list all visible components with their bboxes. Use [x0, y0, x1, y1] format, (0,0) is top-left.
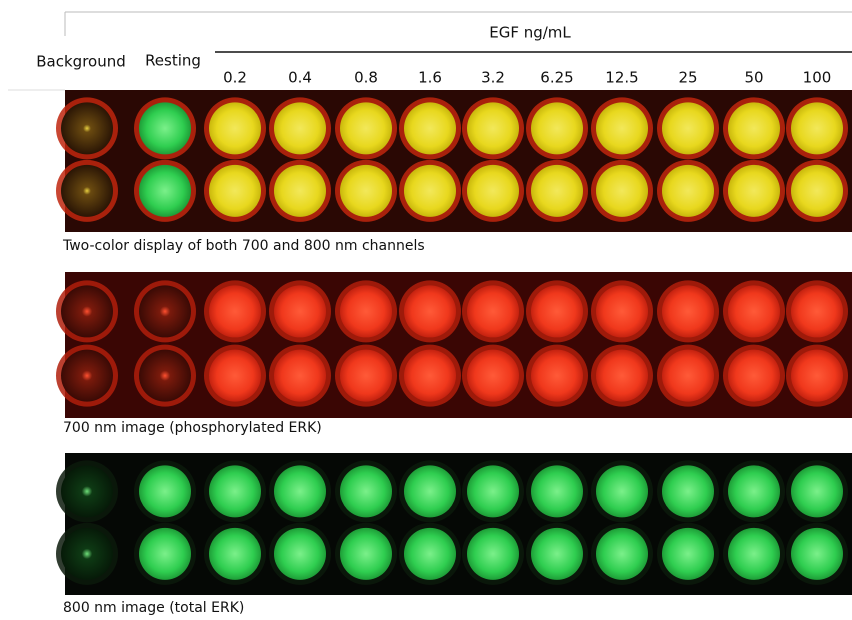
well	[61, 465, 113, 517]
well	[404, 285, 456, 337]
well	[531, 350, 583, 402]
well	[274, 350, 326, 402]
egf-label: EGF ng/mL	[489, 24, 571, 42]
well	[209, 528, 261, 580]
well	[531, 102, 583, 154]
panel-caption: 700 nm image (phosphorylated ERK)	[63, 420, 322, 436]
well	[531, 285, 583, 337]
well	[728, 165, 780, 217]
well	[791, 528, 843, 580]
well	[340, 102, 392, 154]
well	[467, 165, 519, 217]
well	[596, 528, 648, 580]
well	[209, 285, 261, 337]
well	[662, 465, 714, 517]
well	[728, 102, 780, 154]
well	[61, 165, 113, 217]
well	[467, 285, 519, 337]
well	[791, 350, 843, 402]
well	[404, 350, 456, 402]
well	[662, 528, 714, 580]
well	[467, 102, 519, 154]
well	[728, 528, 780, 580]
well	[139, 350, 191, 402]
well	[596, 465, 648, 517]
figure: Background Resting EGF ng/mL 0.2 0.4 0.8 1.…	[0, 0, 852, 620]
well	[139, 285, 191, 337]
well	[274, 528, 326, 580]
well	[728, 285, 780, 337]
well	[596, 350, 648, 402]
concentration-label: 50	[744, 69, 763, 87]
concentration-label: 0.4	[288, 69, 312, 87]
well	[662, 285, 714, 337]
well	[340, 285, 392, 337]
well	[274, 465, 326, 517]
concentration-label: 1.6	[418, 69, 442, 87]
well	[791, 102, 843, 154]
well	[340, 465, 392, 517]
well	[467, 465, 519, 517]
well	[404, 165, 456, 217]
well	[662, 350, 714, 402]
concentration-label: 3.2	[481, 69, 505, 87]
well	[61, 528, 113, 580]
well	[596, 165, 648, 217]
background-label: Background	[36, 53, 126, 71]
well	[340, 350, 392, 402]
concentration-label: 12.5	[605, 69, 638, 87]
well	[209, 350, 261, 402]
well	[531, 165, 583, 217]
well	[467, 528, 519, 580]
well	[139, 528, 191, 580]
well	[139, 102, 191, 154]
well	[596, 102, 648, 154]
well	[61, 285, 113, 337]
well	[791, 165, 843, 217]
well	[139, 465, 191, 517]
well	[791, 465, 843, 517]
well	[340, 165, 392, 217]
resting-label: Resting	[145, 52, 201, 70]
panel-caption: Two-color display of both 700 and 800 nm…	[62, 238, 425, 254]
concentration-label: 6.25	[540, 69, 573, 87]
well	[404, 465, 456, 517]
well	[209, 102, 261, 154]
well	[61, 102, 113, 154]
well	[728, 465, 780, 517]
well	[274, 165, 326, 217]
well	[61, 350, 113, 402]
well	[596, 285, 648, 337]
concentration-label: 0.8	[354, 69, 378, 87]
well	[274, 285, 326, 337]
well	[467, 350, 519, 402]
concentration-label: 0.2	[223, 69, 247, 87]
well	[274, 102, 326, 154]
well	[340, 528, 392, 580]
concentration-label: 25	[678, 69, 697, 87]
concentration-label: 100	[803, 69, 832, 87]
well	[209, 465, 261, 517]
well	[662, 165, 714, 217]
well	[139, 165, 191, 217]
well	[404, 528, 456, 580]
well	[791, 285, 843, 337]
well	[728, 350, 780, 402]
well	[404, 102, 456, 154]
well	[209, 165, 261, 217]
panel-caption: 800 nm image (total ERK)	[63, 600, 244, 616]
well	[662, 102, 714, 154]
well	[531, 528, 583, 580]
well	[531, 465, 583, 517]
